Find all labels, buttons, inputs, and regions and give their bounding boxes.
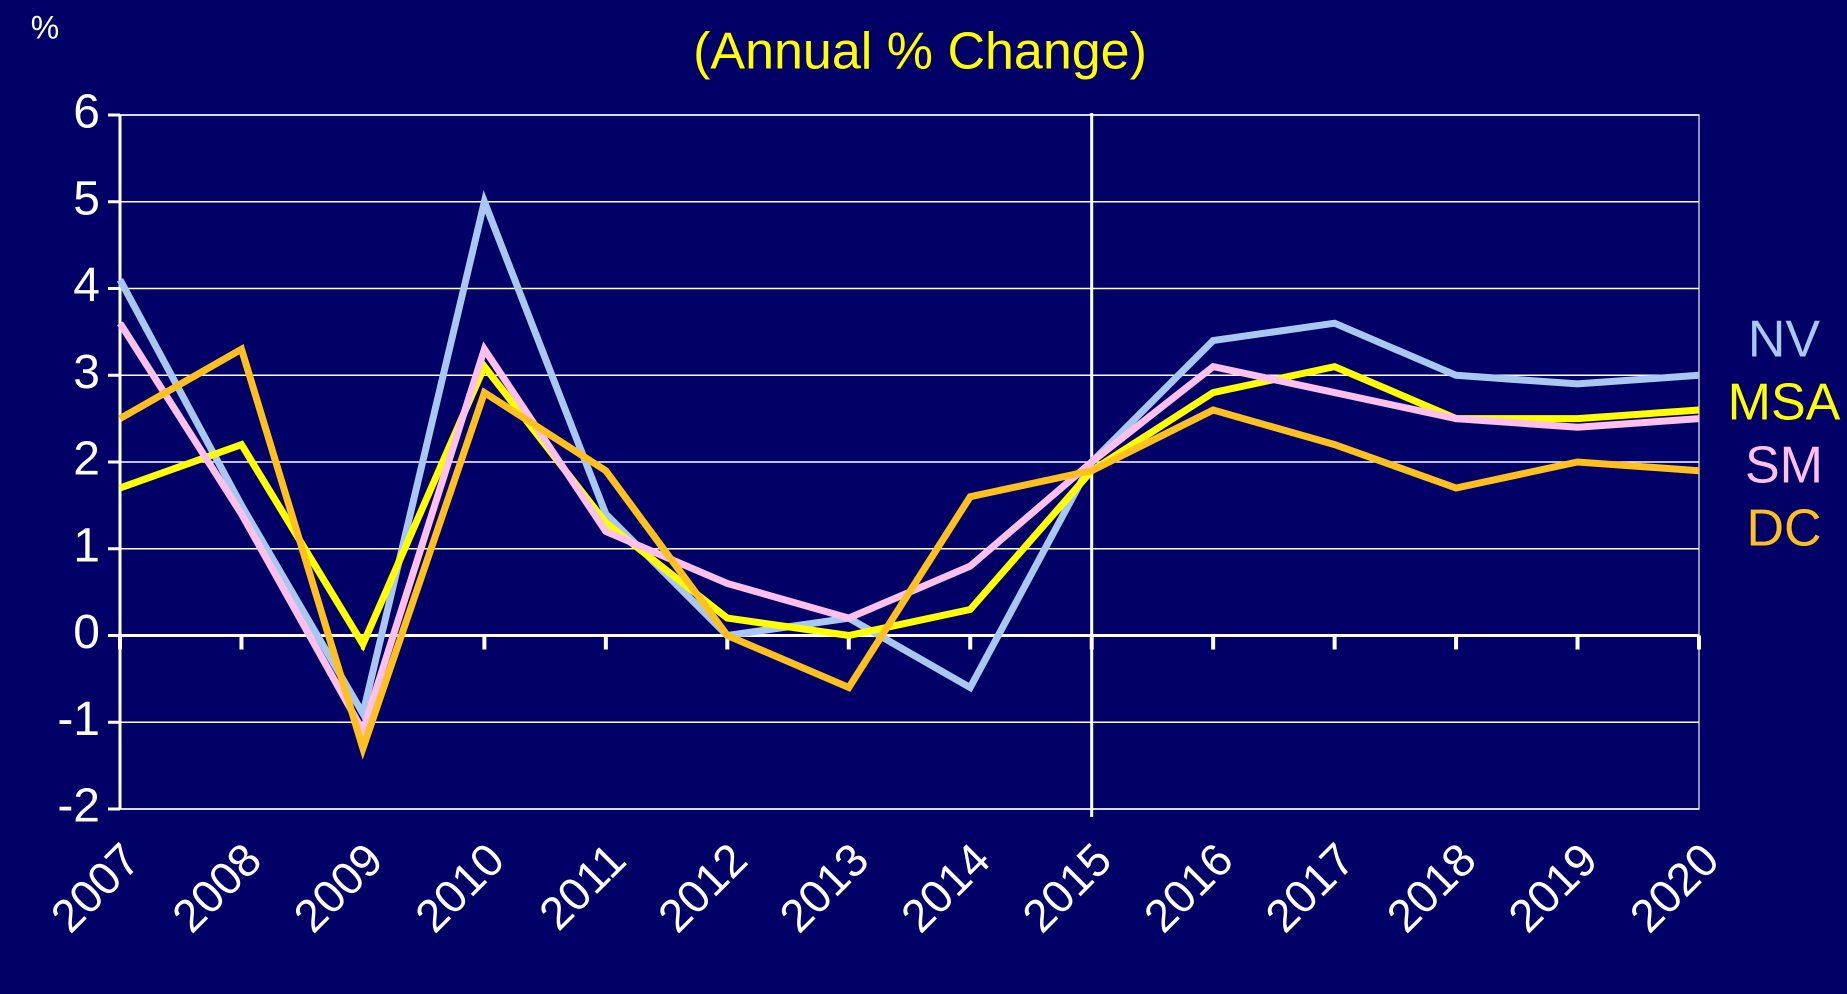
x-tick-label: 2015 [1012, 833, 1121, 942]
x-tick-label: 2016 [1134, 833, 1243, 942]
series-line [118, 359, 1700, 652]
legend-label: MSA [1728, 374, 1841, 432]
x-tick-label: 2018 [1377, 833, 1486, 942]
chart-subtitle: (Annual % Change) [693, 23, 1147, 81]
legend-label: SM [1745, 437, 1823, 495]
y-tick-label: 4 [73, 259, 100, 312]
x-tick-label: 2012 [648, 833, 757, 942]
x-tick-label: 2019 [1498, 833, 1607, 942]
y-tick-label: 2 [73, 433, 100, 486]
x-tick-label: 2017 [1255, 833, 1364, 942]
x-tick-label: 2009 [283, 833, 392, 942]
x-tick-label: 2020 [1620, 833, 1729, 942]
y-tick-label: 1 [73, 519, 100, 572]
y-tick-label: -1 [57, 693, 100, 746]
y-tick-label: 5 [73, 172, 100, 225]
legend-label: DC [1746, 500, 1821, 558]
y-axis-label: % [31, 9, 59, 45]
series-line [117, 321, 1700, 740]
x-tick-label: 2014 [891, 833, 1000, 942]
y-tick-label: 3 [73, 346, 100, 399]
series-line [116, 190, 1700, 723]
x-tick-label: 2007 [41, 833, 150, 942]
x-tick-label: 2008 [162, 833, 271, 942]
x-tick-label: 2011 [529, 833, 636, 940]
y-tick-label: 0 [73, 606, 100, 659]
y-tick-label: -2 [57, 780, 100, 833]
y-tick-label: 6 [73, 86, 100, 139]
series-line [118, 343, 1700, 760]
legend-label: NV [1748, 311, 1821, 369]
x-tick-label: 2010 [405, 833, 514, 942]
x-tick-label: 2013 [769, 833, 878, 942]
